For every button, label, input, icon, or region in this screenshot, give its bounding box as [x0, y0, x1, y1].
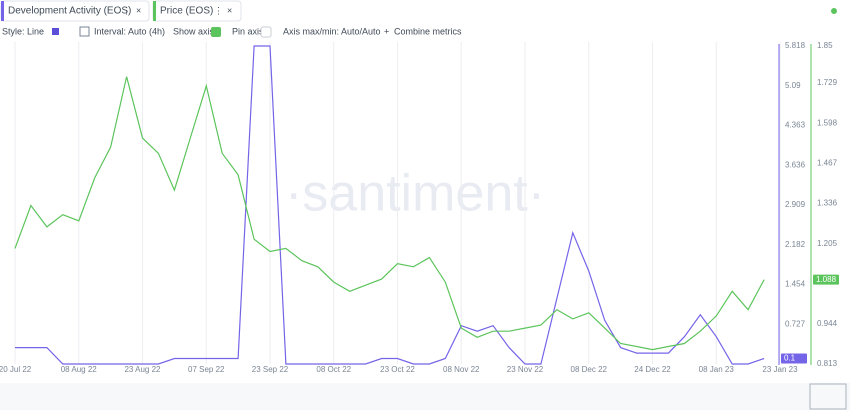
color-swatch[interactable]	[52, 28, 59, 35]
status-dot	[831, 8, 837, 14]
plus-icon: +	[384, 26, 389, 36]
x-tick-label: 08 Oct 22	[316, 365, 351, 374]
y2-tick-label: 1.598	[817, 118, 838, 127]
show-axis-label: Show axis	[173, 26, 215, 36]
combine-metrics[interactable]: Combine metrics	[394, 26, 462, 36]
x-tick-label: 08 Nov 22	[443, 365, 480, 374]
x-tick-label: 08 Dec 22	[571, 365, 608, 374]
pin-axis-label: Pin axis	[232, 26, 264, 36]
axis-minmax-select[interactable]: Axis max/min: Auto/Auto	[283, 26, 381, 36]
tab-marker	[1, 1, 4, 21]
y2-tick-label: 1.467	[817, 159, 838, 168]
x-tick-label: 08 Aug 22	[61, 365, 98, 374]
last-value-label: 0.1	[784, 354, 796, 363]
last-value-badge	[813, 274, 839, 285]
tab-label: Price (EOS)	[160, 6, 213, 17]
y2-tick-label: 1.205	[817, 239, 838, 248]
tab-marker	[153, 1, 156, 21]
x-tick-label: 23 Nov 22	[507, 365, 544, 374]
series-line	[15, 45, 765, 365]
y2-tick-label: 1.729	[817, 78, 838, 87]
x-tick-label: 23 Oct 22	[380, 365, 415, 374]
x-tick-label: 20 Jul 22	[0, 365, 32, 374]
style-select[interactable]: Style: Line	[2, 26, 44, 36]
x-tick-label: 08 Jan 23	[699, 365, 735, 374]
last-value-label: 1.088	[816, 275, 837, 284]
y-tick-label: 0.727	[785, 319, 806, 328]
interval-select[interactable]: Interval: Auto (4h)	[94, 26, 165, 36]
y2-tick-label: 1.85	[817, 41, 833, 50]
watermark: ·santiment·	[285, 165, 545, 223]
pin-axis-checkbox[interactable]	[260, 26, 272, 38]
y2-tick-label: 0.944	[817, 319, 838, 328]
tab-close[interactable]: ×	[136, 5, 141, 15]
y-tick-label: 4.363	[785, 121, 806, 130]
series-line	[14, 76, 765, 351]
tab-menu[interactable]: ⋮	[122, 5, 131, 15]
x-tick-label: 24 Dec 22	[634, 365, 671, 374]
y2-tick-label: 0.813	[817, 359, 838, 368]
x-tick-label: 23 Aug 22	[124, 365, 161, 374]
x-tick-label: 07 Sep 22	[188, 365, 225, 374]
y2-tick-label: 1.336	[817, 199, 838, 208]
navigator[interactable]	[0, 383, 850, 410]
last-value-badge	[781, 353, 807, 364]
x-tick-label: 23 Jan 23	[762, 365, 798, 374]
tab-close[interactable]: ×	[227, 5, 232, 15]
y-tick-label: 3.636	[785, 160, 806, 169]
calendar-icon	[79, 26, 90, 37]
y-tick-label: 5.09	[785, 81, 801, 90]
y-tick-label: 5.818	[785, 41, 806, 50]
y-tick-label: 2.909	[785, 200, 806, 209]
navigator-window[interactable]	[809, 383, 847, 410]
y-tick-label: 2.182	[785, 240, 806, 249]
tab-label: Development Activity (EOS)	[8, 6, 131, 17]
x-tick-label: 23 Sep 22	[252, 365, 289, 374]
show-axis-checkbox[interactable]	[211, 27, 221, 37]
tab-menu[interactable]: ⋮	[214, 5, 223, 15]
y-tick-label: 1.454	[785, 280, 806, 289]
